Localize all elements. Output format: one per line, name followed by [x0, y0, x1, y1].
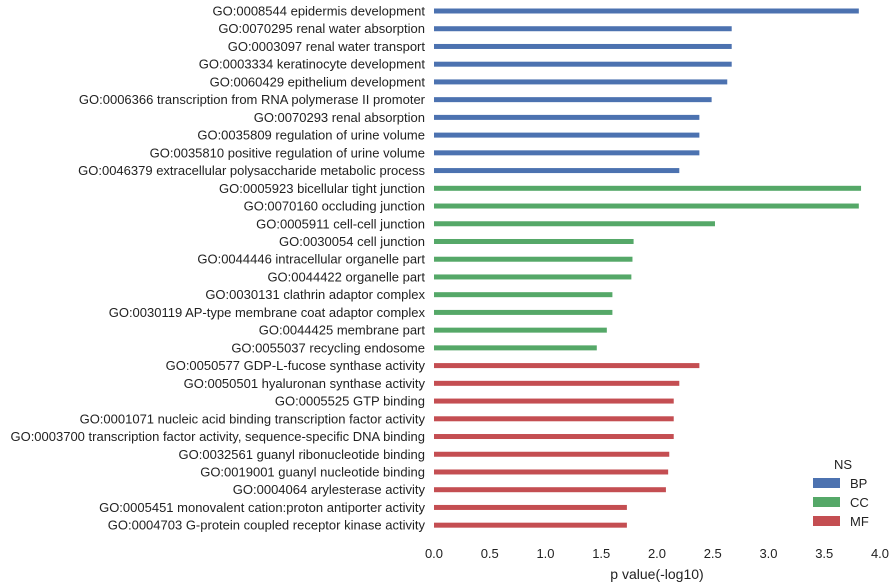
legend-swatch-bp — [813, 478, 840, 488]
x-tick-label: 3.0 — [759, 546, 777, 561]
legend-swatch-cc — [813, 497, 840, 507]
category-label: GO:0004064 arylesterase activity — [233, 482, 426, 497]
bar-bp-6 — [434, 97, 712, 103]
bar-bp-9 — [434, 150, 700, 156]
x-tick-label: 1.0 — [536, 546, 554, 561]
category-label: GO:0004703 G-protein coupled receptor ki… — [108, 518, 426, 533]
bar-cc-7 — [434, 292, 613, 298]
bar-mf-3 — [434, 398, 674, 404]
bar-bp-4 — [434, 61, 732, 67]
category-label: GO:0005451 monovalent cation:proton anti… — [99, 500, 425, 515]
bar-bp-2 — [434, 26, 732, 32]
bar-bp-1 — [434, 8, 859, 14]
bar-cc-5 — [434, 256, 633, 262]
category-label: GO:0070160 occluding junction — [244, 199, 425, 214]
category-label: GO:0003334 keratinocyte development — [199, 57, 426, 72]
x-tick-labels: 0.0 0.5 1.0 1.5 2.0 2.5 3.0 3.5 4.0 — [425, 546, 889, 561]
legend-label-cc: CC — [850, 495, 869, 510]
category-label: GO:0050577 GDP-L-fucose synthase activit… — [166, 358, 426, 373]
category-label: GO:0030054 cell junction — [279, 234, 425, 249]
category-label: GO:0046379 extracellular polysaccharide … — [78, 163, 425, 178]
bar-cc-9 — [434, 327, 607, 333]
category-label: GO:0044422 organelle part — [267, 269, 425, 284]
category-label: GO:0030119 AP-type membrane coat adaptor… — [109, 305, 426, 320]
legend-label-mf: MF — [850, 514, 869, 529]
bar-bp-8 — [434, 132, 700, 138]
bar-cc-1 — [434, 185, 862, 191]
bar-cc-3 — [434, 221, 715, 227]
category-label: GO:0003700 transcription factor activity… — [10, 429, 425, 444]
category-labels: GO:0008544 epidermis development GO:00702… — [10, 4, 425, 533]
category-label: GO:0005911 cell-cell junction — [256, 216, 425, 231]
bar-mf-1 — [434, 363, 700, 369]
bar-cc-8 — [434, 309, 613, 315]
bar-mf-2 — [434, 380, 680, 386]
category-label: GO:0070293 renal absorption — [254, 110, 425, 125]
legend-title: NS — [834, 457, 852, 472]
bar-cc-2 — [434, 203, 859, 209]
legend: NS BP CC MF — [813, 457, 869, 529]
bar-cc-6 — [434, 274, 632, 280]
bar-bp-7 — [434, 114, 700, 120]
x-tick-label: 4.0 — [871, 546, 889, 561]
category-label: GO:0030131 clathrin adaptor complex — [205, 287, 425, 302]
legend-label-bp: BP — [850, 476, 867, 491]
bar-bp-3 — [434, 43, 732, 49]
category-label: GO:0006366 transcription from RNA polyme… — [79, 92, 426, 107]
bar-mf-4 — [434, 416, 674, 422]
x-tick-label: 1.5 — [592, 546, 610, 561]
category-label: GO:0001071 nucleic acid binding transcri… — [80, 411, 426, 426]
x-tick-label: 0.0 — [425, 546, 443, 561]
category-label: GO:0055037 recycling endosome — [231, 340, 425, 355]
legend-items: BP CC MF — [813, 476, 869, 529]
category-label: GO:0050501 hyaluronan synthase activity — [184, 376, 426, 391]
category-label: GO:0019001 guanyl nucleotide binding — [200, 464, 425, 479]
category-label: GO:0003097 renal water transport — [228, 39, 426, 54]
category-label: GO:0035809 regulation of urine volume — [197, 128, 425, 143]
x-tick-label: 2.5 — [704, 546, 722, 561]
bar-bp-10 — [434, 168, 680, 174]
x-axis-title: p value(-log10) — [610, 566, 703, 582]
bars-group — [434, 8, 862, 528]
bar-mf-5 — [434, 434, 674, 440]
category-label: GO:0044446 intracellular organelle part — [197, 252, 425, 267]
x-tick-label: 0.5 — [481, 546, 499, 561]
bar-mf-10 — [434, 522, 627, 528]
category-label: GO:0005525 GTP binding — [275, 394, 425, 409]
bar-cc-4 — [434, 238, 634, 244]
category-label: GO:0032561 guanyl ribonucleotide binding — [179, 447, 425, 462]
bar-mf-6 — [434, 451, 670, 457]
bar-mf-8 — [434, 487, 666, 493]
bar-mf-9 — [434, 504, 627, 510]
x-tick-label: 3.5 — [815, 546, 833, 561]
category-label: GO:0035810 positive regulation of urine … — [150, 145, 425, 160]
bar-cc-10 — [434, 345, 597, 351]
bar-bp-5 — [434, 79, 728, 85]
bar-mf-7 — [434, 469, 669, 475]
legend-swatch-mf — [813, 516, 840, 526]
category-label: GO:0005923 bicellular tight junction — [219, 181, 425, 196]
category-label: GO:0044425 membrane part — [259, 323, 426, 338]
x-tick-label: 2.0 — [648, 546, 666, 561]
category-label: GO:0008544 epidermis development — [213, 4, 426, 19]
category-label: GO:0070295 renal water absorption — [218, 21, 425, 36]
category-label: GO:0060429 epithelium development — [210, 74, 426, 89]
